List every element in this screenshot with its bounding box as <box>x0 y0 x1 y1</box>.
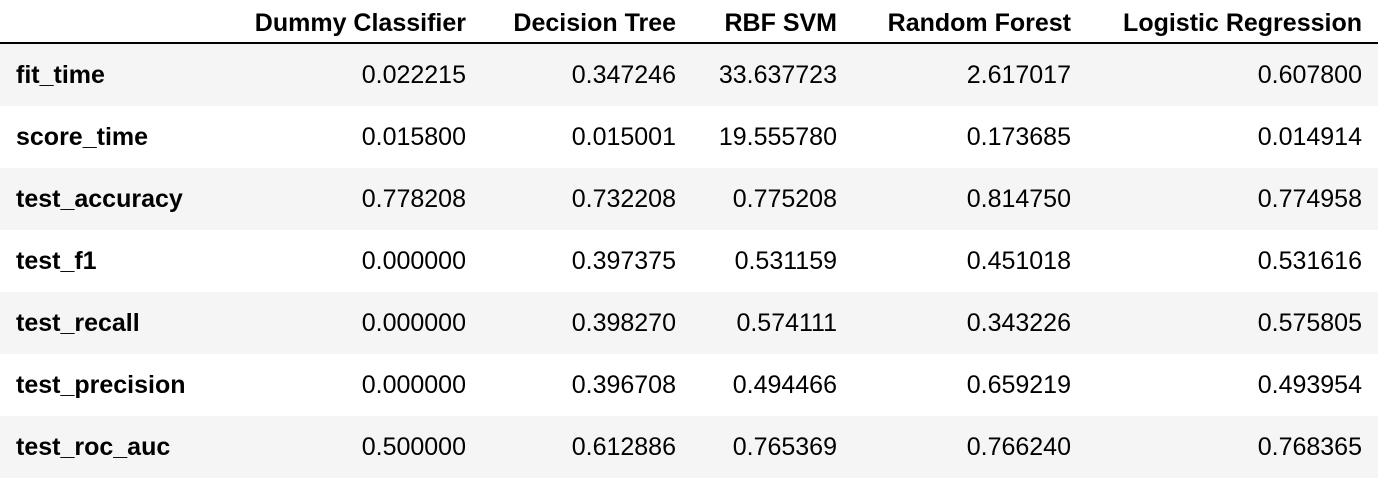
index-header <box>0 0 216 44</box>
table-cell: 0.000000 <box>361 246 466 275</box>
table-cell: 0.766240 <box>966 432 1071 461</box>
column-header-rbf-svm: RBF SVM <box>692 0 853 44</box>
table-cell: 0.768365 <box>1257 432 1362 461</box>
row-label-test-f1: test_f1 <box>16 246 97 275</box>
table-cell: 0.015800 <box>361 122 466 151</box>
table-row: score_time 0.015800 0.015001 19.555780 0… <box>0 106 1378 168</box>
table-cell: 0.173685 <box>966 122 1071 151</box>
table-cell: 0.531159 <box>734 246 837 275</box>
table-cell: 0.732208 <box>571 184 676 213</box>
table-cell: 0.531616 <box>1257 246 1362 275</box>
table-cell: 0.000000 <box>361 308 466 337</box>
table-row: test_roc_auc 0.500000 0.612886 0.765369 … <box>0 416 1378 478</box>
table-cell: 33.637723 <box>718 60 837 89</box>
table-cell: 0.396708 <box>571 370 676 399</box>
table-row: test_f1 0.000000 0.397375 0.531159 0.451… <box>0 230 1378 292</box>
table-cell: 0.500000 <box>361 432 466 461</box>
table-cell: 0.343226 <box>966 308 1071 337</box>
row-label-fit-time: fit_time <box>16 60 105 89</box>
row-label-test-accuracy: test_accuracy <box>16 184 183 213</box>
table-cell: 0.347246 <box>571 60 676 89</box>
column-header-decision-tree: Decision Tree <box>482 0 692 44</box>
table-cell: 0.014914 <box>1257 122 1362 151</box>
column-header-logistic-regression: Logistic Regression <box>1087 0 1378 44</box>
table-row: test_recall 0.000000 0.398270 0.574111 0… <box>0 292 1378 354</box>
table-cell: 0.397375 <box>571 246 676 275</box>
table-cell: 0.493954 <box>1257 370 1362 399</box>
table-cell: 0.574111 <box>736 308 837 337</box>
table-row: test_precision 0.000000 0.396708 0.49446… <box>0 354 1378 416</box>
table-cell: 0.451018 <box>966 246 1071 275</box>
table-row: test_accuracy 0.778208 0.732208 0.775208… <box>0 168 1378 230</box>
table-cell: 2.617017 <box>966 60 1071 89</box>
table-cell: 0.398270 <box>571 308 676 337</box>
table-cell: 0.774958 <box>1257 184 1362 213</box>
column-header-random-forest: Random Forest <box>853 0 1087 44</box>
table-cell: 0.494466 <box>732 370 837 399</box>
header-row: Dummy Classifier Decision Tree RBF SVM R… <box>0 0 1378 44</box>
table-cell: 0.765369 <box>732 432 837 461</box>
row-label-test-recall: test_recall <box>16 308 140 337</box>
table-header: Dummy Classifier Decision Tree RBF SVM R… <box>0 0 1378 44</box>
table-cell: 0.015001 <box>571 122 676 151</box>
row-label-test-roc-auc: test_roc_auc <box>16 432 171 461</box>
column-header-dummy-classifier: Dummy Classifier <box>216 0 482 44</box>
row-label-test-precision: test_precision <box>16 370 186 399</box>
table-cell: 0.659219 <box>966 370 1071 399</box>
table-row: fit_time 0.022215 0.347246 33.637723 2.6… <box>0 43 1378 106</box>
row-label-score-time: score_time <box>16 122 149 151</box>
table-body: fit_time 0.022215 0.347246 33.637723 2.6… <box>0 43 1378 478</box>
table-cell: 0.775208 <box>732 184 837 213</box>
table-cell: 0.778208 <box>361 184 466 213</box>
table-cell: 0.575805 <box>1257 308 1362 337</box>
table-cell: 0.022215 <box>361 60 466 89</box>
table-cell: 0.814750 <box>966 184 1071 213</box>
table-cell: 0.612886 <box>571 432 676 461</box>
table-cell: 0.000000 <box>361 370 466 399</box>
table-cell: 0.607800 <box>1257 60 1362 89</box>
table-cell: 19.555780 <box>718 122 837 151</box>
